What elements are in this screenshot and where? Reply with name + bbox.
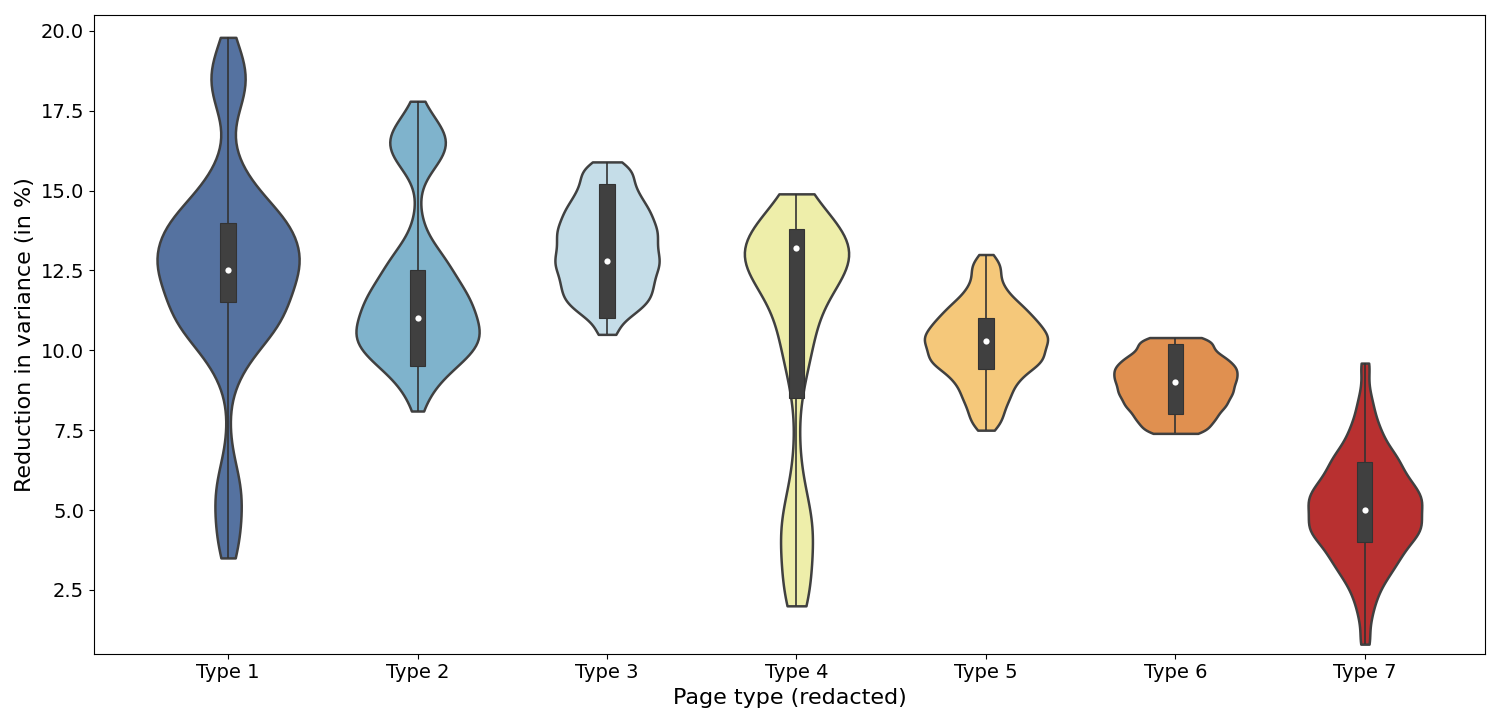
Bar: [220, 223, 236, 302]
Bar: [1358, 462, 1372, 542]
Point: [784, 242, 808, 254]
Bar: [978, 318, 993, 369]
Point: [974, 335, 998, 346]
Point: [1353, 504, 1377, 515]
Point: [216, 265, 240, 276]
Bar: [600, 184, 615, 318]
Point: [1164, 377, 1188, 388]
Bar: [789, 229, 804, 398]
Bar: [1168, 344, 1184, 414]
Point: [596, 255, 619, 267]
Y-axis label: Reduction in variance (in %): Reduction in variance (in %): [15, 177, 34, 492]
Point: [405, 312, 429, 324]
X-axis label: Page type (redacted): Page type (redacted): [672, 688, 906, 708]
Bar: [410, 270, 424, 367]
